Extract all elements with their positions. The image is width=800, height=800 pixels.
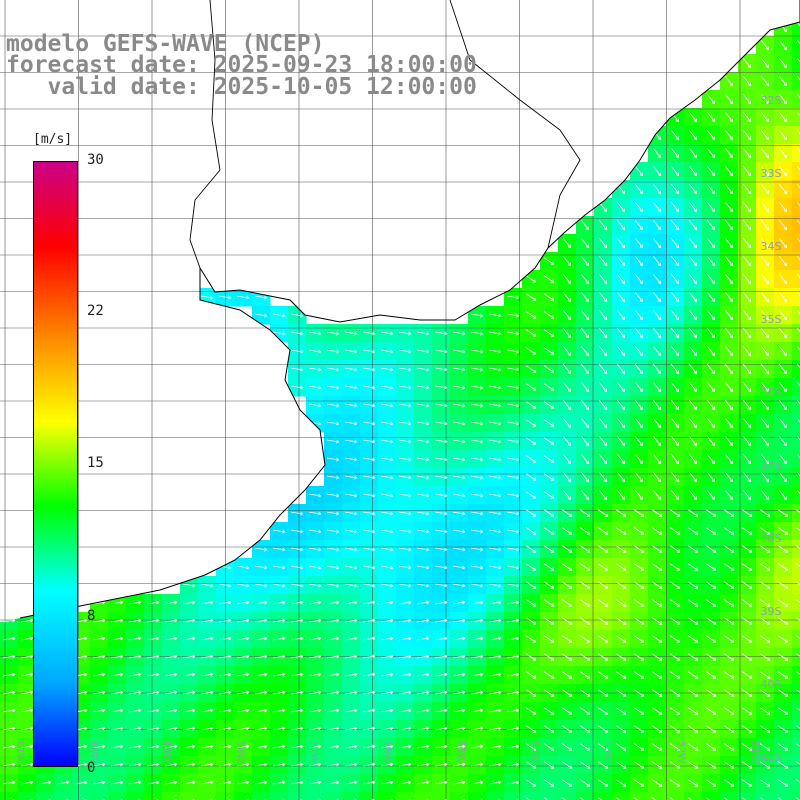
- lat-label-35s: 35S: [761, 313, 782, 326]
- title-forecast-date: forecast date: 2025-09-23 18:00:00: [6, 52, 477, 78]
- lon-label-54w: 54W: [529, 741, 540, 764]
- lat-label-41s: 41S: [761, 751, 782, 764]
- lon-label-59w: 59W: [161, 741, 172, 764]
- lat-label-39s: 39S: [761, 605, 782, 618]
- lat-label-40s: 40S: [761, 678, 782, 691]
- wind-vectors: [3, 4, 800, 800]
- colorbar: [33, 161, 78, 767]
- title-valid-date: valid date: 2025-10-05 12:00:00: [6, 74, 477, 100]
- lat-label-37s: 37S: [761, 459, 782, 472]
- lon-label-56w: 56W: [382, 741, 393, 764]
- colorbar-tick-8: 8: [87, 608, 96, 624]
- lat-label-38s: 38S: [761, 532, 782, 545]
- colorbar-tick-22: 22: [87, 303, 104, 319]
- title-model: modelo GEFS-WAVE (NCEP): [6, 31, 325, 57]
- land-mask: [0, 0, 800, 622]
- lon-label-52w: 52W: [676, 741, 687, 764]
- longitude-labels: 61W 60W 59W 58W 57W 56W 55W 54W 53W 52W 51W: [14, 741, 760, 764]
- lon-label-55w: 55W: [455, 741, 466, 764]
- coastline: [19, 0, 800, 619]
- lon-label-61w: 61W: [14, 741, 25, 764]
- lon-label-53w: 53W: [602, 741, 613, 764]
- lat-label-36s: 36S: [761, 386, 782, 399]
- lat-label-32s: 32S: [761, 94, 782, 107]
- colorbar-tick-0: 0: [87, 760, 96, 776]
- colorbar-tick-15: 15: [87, 455, 104, 471]
- colorbar-tick-30: 30: [87, 152, 104, 168]
- lat-label-33s: 33S: [761, 167, 782, 180]
- lat-label-34s: 34S: [761, 240, 782, 253]
- lon-label-51w: 51W: [749, 741, 760, 764]
- colorbar-units: [m/s]: [33, 132, 73, 147]
- lon-label-58w: 58W: [235, 741, 246, 764]
- lon-label-57w: 57W: [308, 741, 319, 764]
- latitude-labels: 32S 33S 34S 35S 36S 37S 38S 39S 40S 41S: [761, 94, 782, 764]
- lon-label-60w: 60W: [88, 741, 99, 764]
